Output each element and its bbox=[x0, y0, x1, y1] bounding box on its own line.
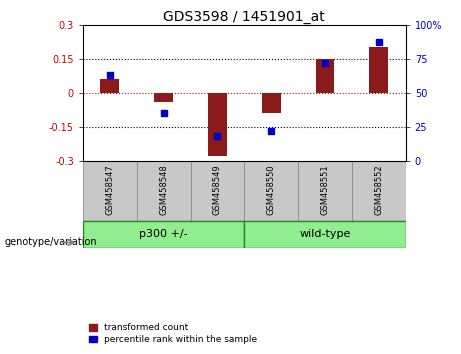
Legend: transformed count, percentile rank within the sample: transformed count, percentile rank withi… bbox=[88, 322, 259, 346]
Bar bbox=[83, 161, 137, 221]
Text: wild-type: wild-type bbox=[299, 229, 351, 239]
Text: p300 +/-: p300 +/- bbox=[139, 229, 188, 239]
Bar bbox=[244, 161, 298, 221]
Point bbox=[375, 40, 383, 45]
Text: GSM458548: GSM458548 bbox=[159, 164, 168, 215]
Bar bbox=[262, 93, 281, 113]
Bar bbox=[316, 59, 334, 93]
Text: GSM458550: GSM458550 bbox=[267, 164, 276, 215]
Text: GSM458551: GSM458551 bbox=[320, 164, 330, 215]
Point bbox=[321, 60, 329, 66]
Bar bbox=[369, 47, 388, 93]
Bar bbox=[352, 161, 406, 221]
Bar bbox=[137, 161, 190, 221]
Bar bbox=[83, 221, 244, 248]
Text: GSM458547: GSM458547 bbox=[106, 164, 114, 215]
Bar bbox=[100, 79, 119, 93]
Point bbox=[214, 133, 221, 139]
Text: GSM458549: GSM458549 bbox=[213, 164, 222, 215]
Title: GDS3598 / 1451901_at: GDS3598 / 1451901_at bbox=[164, 10, 325, 24]
Point bbox=[106, 72, 113, 78]
Point bbox=[160, 110, 167, 116]
Bar bbox=[154, 93, 173, 102]
Point bbox=[267, 128, 275, 134]
Bar bbox=[190, 161, 244, 221]
Bar bbox=[244, 221, 406, 248]
Text: genotype/variation: genotype/variation bbox=[5, 238, 97, 247]
Text: GSM458552: GSM458552 bbox=[374, 164, 383, 215]
Bar bbox=[298, 161, 352, 221]
Bar bbox=[208, 93, 227, 156]
